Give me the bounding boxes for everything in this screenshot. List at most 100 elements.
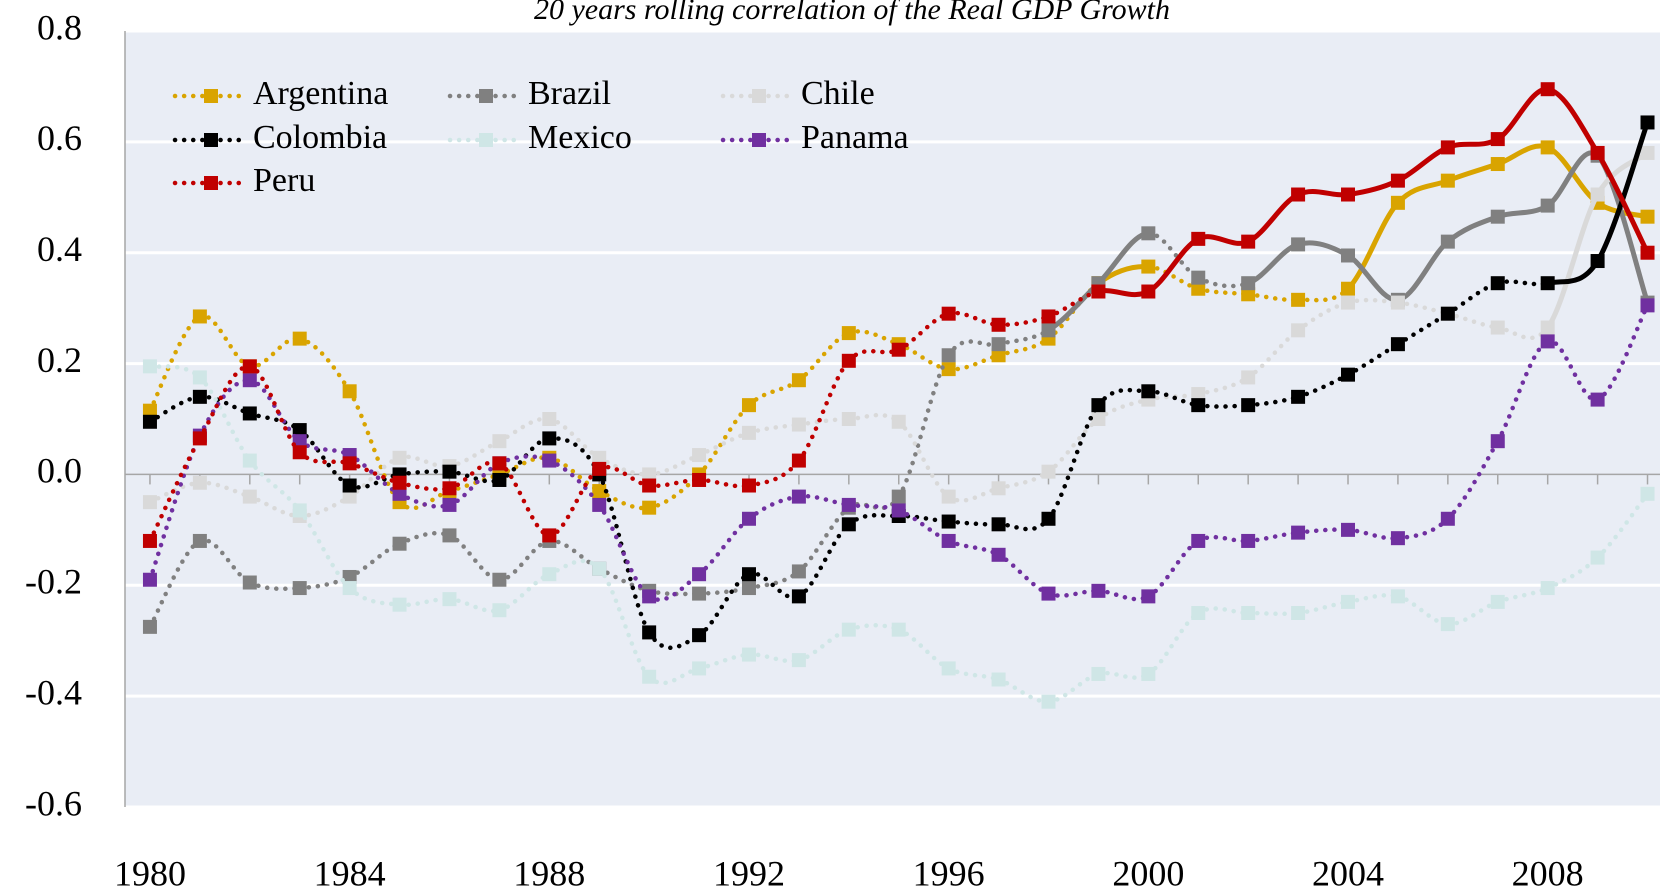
line-segment bbox=[397, 491, 452, 509]
marker bbox=[692, 448, 707, 463]
marker bbox=[1390, 295, 1405, 310]
marker bbox=[941, 348, 956, 363]
line-segment bbox=[596, 488, 652, 511]
marker bbox=[941, 533, 956, 548]
marker bbox=[342, 489, 357, 504]
marker bbox=[1191, 281, 1206, 296]
line-segment bbox=[297, 336, 352, 394]
marker bbox=[841, 412, 856, 426]
marker bbox=[592, 484, 607, 499]
marker bbox=[1640, 145, 1655, 160]
marker bbox=[542, 528, 557, 543]
marker bbox=[392, 597, 407, 612]
legend-label: Peru bbox=[253, 162, 315, 199]
marker bbox=[1640, 245, 1655, 260]
marker bbox=[1091, 412, 1106, 426]
marker bbox=[941, 489, 956, 504]
marker bbox=[242, 489, 257, 504]
marker bbox=[692, 628, 707, 643]
marker bbox=[642, 589, 657, 604]
marker bbox=[142, 495, 157, 510]
marker bbox=[142, 533, 157, 548]
marker bbox=[392, 475, 407, 490]
marker bbox=[192, 431, 207, 446]
marker bbox=[392, 486, 407, 501]
marker bbox=[692, 472, 707, 487]
marker bbox=[1091, 666, 1106, 681]
legend-marker bbox=[752, 89, 766, 103]
line-segment bbox=[1046, 402, 1101, 522]
marker bbox=[192, 475, 207, 490]
marker bbox=[492, 603, 507, 618]
line-segment bbox=[347, 461, 402, 485]
legend-marker bbox=[752, 133, 766, 147]
line-segment bbox=[596, 566, 652, 679]
marker bbox=[1540, 276, 1555, 291]
marker bbox=[1590, 254, 1605, 269]
marker bbox=[342, 581, 357, 596]
marker bbox=[292, 581, 307, 596]
marker bbox=[592, 497, 607, 512]
marker bbox=[292, 434, 307, 449]
series bbox=[142, 298, 1655, 604]
marker bbox=[442, 464, 457, 479]
marker bbox=[1640, 486, 1655, 501]
marker bbox=[1341, 594, 1356, 609]
marker bbox=[941, 661, 956, 676]
marker bbox=[791, 453, 806, 468]
marker bbox=[492, 472, 507, 487]
marker bbox=[791, 564, 806, 579]
y-tick-label: -0.4 bbox=[25, 672, 82, 712]
marker bbox=[1640, 209, 1655, 224]
marker bbox=[1440, 234, 1455, 249]
marker bbox=[1241, 398, 1256, 413]
marker bbox=[242, 373, 257, 388]
line-segment bbox=[1495, 325, 1550, 341]
line-segment bbox=[1046, 289, 1101, 319]
marker bbox=[1440, 140, 1455, 155]
marker bbox=[1041, 323, 1056, 338]
marker bbox=[891, 622, 906, 637]
marker bbox=[142, 619, 157, 634]
marker bbox=[1141, 384, 1156, 399]
y-tick-label: -0.2 bbox=[25, 562, 82, 602]
marker bbox=[1540, 198, 1555, 213]
marker bbox=[242, 359, 257, 374]
marker bbox=[1091, 398, 1106, 413]
marker bbox=[1191, 387, 1206, 402]
marker bbox=[1490, 132, 1505, 147]
legend-marker bbox=[204, 89, 218, 103]
marker bbox=[1540, 82, 1555, 97]
line-segment bbox=[1146, 264, 1201, 291]
marker bbox=[841, 622, 856, 637]
marker bbox=[592, 461, 607, 476]
marker bbox=[1540, 334, 1555, 349]
marker bbox=[192, 370, 207, 385]
line-segment bbox=[746, 458, 802, 488]
marker bbox=[1041, 309, 1056, 324]
marker bbox=[1141, 666, 1156, 681]
marker bbox=[991, 481, 1006, 496]
marker bbox=[1191, 398, 1206, 413]
marker bbox=[891, 489, 906, 504]
line-segment bbox=[596, 502, 652, 599]
line-segment bbox=[596, 464, 652, 488]
series bbox=[142, 82, 1655, 548]
marker bbox=[1490, 320, 1505, 335]
marker bbox=[1241, 533, 1256, 548]
marker bbox=[991, 337, 1006, 352]
line-segment bbox=[1096, 397, 1151, 422]
marker bbox=[1191, 533, 1206, 548]
line-segment bbox=[946, 486, 1001, 503]
marker bbox=[1390, 531, 1405, 546]
line-segment bbox=[447, 472, 502, 494]
legend-label: Panama bbox=[801, 119, 909, 156]
marker bbox=[1241, 234, 1256, 249]
marker bbox=[592, 450, 607, 465]
line-segment bbox=[896, 353, 951, 499]
line-segment bbox=[1146, 538, 1201, 599]
marker bbox=[1341, 187, 1356, 202]
line-segment bbox=[347, 472, 402, 490]
marker bbox=[841, 326, 856, 341]
